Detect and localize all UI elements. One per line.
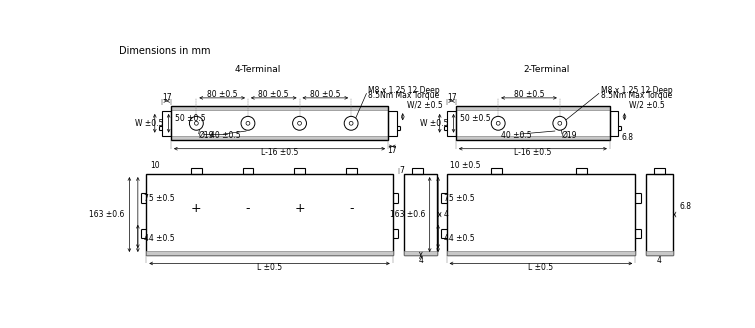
Circle shape: [553, 116, 567, 130]
Bar: [448, 111, 456, 135]
Text: 8.5Nm Max Torque: 8.5Nm Max Torque: [601, 91, 672, 100]
Text: 2-Terminal: 2-Terminal: [523, 65, 570, 74]
Text: Ø19: Ø19: [562, 131, 578, 140]
Text: 44 ±0.5: 44 ±0.5: [144, 234, 174, 242]
Text: 50 ±0.5: 50 ±0.5: [460, 114, 490, 123]
Circle shape: [350, 121, 353, 125]
Text: 80 ±0.5: 80 ±0.5: [513, 90, 544, 98]
Text: 4: 4: [418, 256, 424, 265]
Bar: [171, 106, 388, 140]
Bar: [412, 168, 423, 174]
Text: 4: 4: [657, 256, 662, 265]
Circle shape: [344, 116, 358, 130]
Circle shape: [558, 121, 562, 125]
Text: L ±0.5: L ±0.5: [257, 263, 282, 272]
Circle shape: [190, 116, 203, 130]
Text: +: +: [191, 202, 202, 215]
Bar: [404, 251, 437, 255]
Bar: [171, 106, 388, 110]
Text: Ø19: Ø19: [199, 131, 214, 140]
Bar: [646, 174, 673, 255]
Text: 163 ±0.6: 163 ±0.6: [390, 210, 425, 219]
Text: 163 ±0.6: 163 ±0.6: [89, 210, 125, 219]
Text: 8.5Nm Max Torque: 8.5Nm Max Torque: [368, 91, 439, 100]
Bar: [610, 111, 618, 135]
Text: 40 ±0.5: 40 ±0.5: [501, 131, 531, 140]
Text: 6.8: 6.8: [621, 133, 633, 142]
Bar: [346, 168, 356, 174]
Bar: [242, 168, 254, 174]
Text: 17: 17: [447, 93, 457, 102]
Bar: [146, 174, 393, 255]
Circle shape: [496, 121, 500, 125]
Text: 7: 7: [399, 166, 405, 175]
Text: M8 x 1.25 12 Deep: M8 x 1.25 12 Deep: [368, 87, 439, 95]
Text: 40 ±0.5: 40 ±0.5: [210, 131, 241, 140]
Circle shape: [293, 116, 307, 130]
Text: 10: 10: [150, 161, 160, 170]
Bar: [171, 136, 388, 140]
Bar: [447, 174, 635, 255]
Bar: [456, 136, 610, 140]
Text: 17: 17: [162, 93, 171, 102]
Text: W/2 ±0.5: W/2 ±0.5: [408, 101, 443, 110]
Text: 80 ±0.5: 80 ±0.5: [310, 90, 341, 98]
Bar: [492, 168, 502, 174]
Bar: [388, 111, 396, 135]
Bar: [191, 168, 202, 174]
Text: L-16 ±0.5: L-16 ±0.5: [514, 148, 552, 157]
Text: 80 ±0.5: 80 ±0.5: [258, 90, 289, 98]
Text: 75 ±0.5: 75 ±0.5: [144, 194, 174, 203]
Bar: [404, 174, 437, 255]
Bar: [162, 111, 171, 135]
Circle shape: [246, 121, 250, 125]
Text: -: -: [349, 202, 353, 215]
Text: 17: 17: [387, 146, 397, 155]
Text: 10 ±0.5: 10 ±0.5: [451, 161, 481, 170]
Bar: [456, 106, 610, 110]
Text: 6.8: 6.8: [680, 202, 691, 211]
Text: 50 ±0.5: 50 ±0.5: [175, 114, 205, 123]
Text: -: -: [245, 202, 250, 215]
Circle shape: [297, 121, 301, 125]
Text: 75 ±0.5: 75 ±0.5: [444, 194, 475, 203]
Text: 80 ±0.5: 80 ±0.5: [207, 90, 237, 98]
Text: L ±0.5: L ±0.5: [528, 263, 553, 272]
Text: M8 x 1.25 12 Deep: M8 x 1.25 12 Deep: [601, 87, 672, 95]
Bar: [294, 168, 305, 174]
Text: W ±0.5: W ±0.5: [420, 119, 448, 128]
Text: +: +: [294, 202, 305, 215]
Text: W/2 ±0.5: W/2 ±0.5: [629, 101, 665, 110]
Text: 44 ±0.5: 44 ±0.5: [444, 234, 475, 242]
Circle shape: [195, 121, 199, 125]
Text: 4: 4: [443, 210, 448, 219]
Text: Dimensions in mm: Dimensions in mm: [119, 46, 211, 56]
Circle shape: [492, 116, 505, 130]
Text: L-16 ±0.5: L-16 ±0.5: [260, 148, 298, 157]
Bar: [654, 168, 664, 174]
Text: 4-Terminal: 4-Terminal: [235, 65, 281, 74]
Bar: [646, 251, 673, 255]
Bar: [447, 251, 635, 255]
Circle shape: [241, 116, 255, 130]
Bar: [576, 168, 587, 174]
Bar: [146, 251, 393, 255]
Text: W ±0.5: W ±0.5: [135, 119, 164, 128]
Bar: [456, 106, 610, 140]
